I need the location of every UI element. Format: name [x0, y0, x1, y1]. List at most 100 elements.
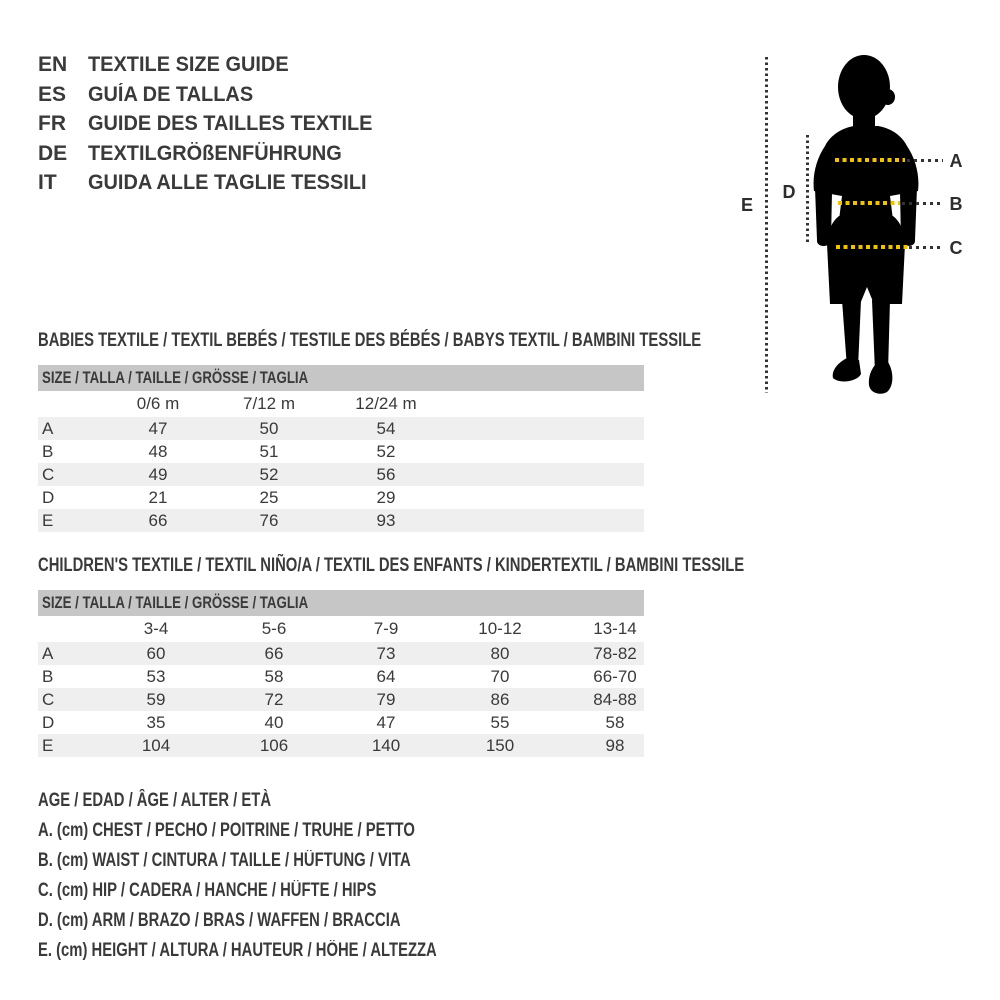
marker-label-height: E: [740, 195, 753, 215]
row-label: B: [42, 667, 54, 686]
table-cell: 35: [146, 713, 166, 732]
row-label: E: [42, 736, 54, 755]
row-label: B: [42, 442, 54, 461]
table-cell: 150: [485, 736, 515, 755]
table-cell: 140: [371, 736, 401, 755]
title-text: TEXTILGRÖßENFÜHRUNG: [88, 141, 342, 165]
waist-measure-line: [838, 201, 900, 205]
row-label: D: [42, 713, 55, 732]
language-code: FR: [38, 112, 66, 135]
table-cell: 66: [148, 511, 168, 530]
children-size-table: SIZE / TALLA / TAILLE / GRÖSSE / TAGLIA …: [38, 590, 644, 757]
table-cell: 56: [376, 465, 396, 484]
legend-line-chest: A. (cm) CHEST / PECHO / POITRINE / TRUHE…: [38, 820, 415, 841]
table-cell: 76: [259, 511, 279, 530]
language-code: IT: [38, 171, 57, 194]
row-label: E: [42, 511, 54, 530]
table-cell: 50: [259, 419, 279, 438]
column-header: 5-6: [261, 619, 287, 638]
chest-measure-line: [835, 158, 905, 162]
table-cell: 58: [264, 667, 284, 686]
language-code: EN: [38, 53, 68, 76]
table-cell: 25: [259, 488, 279, 507]
legend-line-waist: B. (cm) WAIST / CINTURA / TAILLE / HÜFTU…: [38, 850, 411, 871]
title-row-de: DE TEXTILGRÖßENFÜHRUNG: [38, 139, 387, 169]
child-silhouette: [813, 55, 919, 394]
column-header: 12/24 m: [355, 394, 417, 413]
column-header: 7-9: [373, 619, 399, 638]
table-row: C 59 72 79 86 84-88: [38, 688, 644, 711]
table-cell: 48: [148, 442, 168, 461]
legend-line-hip: C. (cm) HIP / CADERA / HANCHE / HÜFTE / …: [38, 880, 377, 901]
title-text: GUIDA ALLE TAGLIE TESSILI: [88, 171, 367, 194]
table-cell: 66-70: [593, 667, 637, 686]
title-row-it: IT GUIDA ALLE TAGLIE TESSILI: [38, 168, 387, 198]
table-cell: 53: [146, 667, 166, 686]
legend-line-height: E. (cm) HEIGHT / ALTURA / HAUTEUR / HÖHE…: [38, 940, 437, 961]
height-measure-line: [765, 57, 768, 393]
table-cell: 40: [264, 713, 284, 732]
language-code: DE: [38, 141, 68, 165]
title-text: GUÍA DE TALLAS: [88, 82, 254, 106]
legend-line-arm: D. (cm) ARM / BRAZO / BRAS / WAFFEN / BR…: [38, 910, 401, 931]
column-header: 10-12: [478, 619, 522, 638]
column-header: 3-4: [143, 619, 169, 638]
babies-size-table: SIZE / TALLA / TAILLE / GRÖSSE / TAGLIA …: [38, 365, 644, 532]
table-row: C 49 52 56: [38, 463, 644, 486]
marker-label-hip: C: [949, 238, 963, 258]
title-row-en: EN TEXTILE SIZE GUIDE: [38, 50, 387, 80]
table-cell: 58: [605, 713, 625, 732]
row-label: C: [42, 690, 55, 709]
column-header-row: 0/6 m 7/12 m 12/24 m: [38, 391, 644, 417]
table-cell: 70: [490, 667, 510, 686]
table-cell: 93: [376, 511, 396, 530]
title-row-fr: FR GUIDE DES TAILLES TEXTILE: [38, 109, 387, 139]
language-title-block: EN TEXTILE SIZE GUIDE ES GUÍA DE TALLAS FR…: [38, 50, 387, 198]
title-row-es: ES GUÍA DE TALLAS: [38, 80, 387, 110]
table-row: A 47 50 54: [38, 417, 644, 440]
table-row: D 35 40 47 55 58: [38, 711, 644, 734]
table-cell: 78-82: [593, 644, 637, 663]
hip-leader-dots: [909, 246, 943, 249]
table-cell: 86: [490, 690, 510, 709]
table-cell: 80: [490, 644, 510, 663]
waist-leader-dots: [902, 202, 943, 205]
marker-label-arm: D: [782, 182, 796, 202]
column-header: 13-14: [593, 619, 637, 638]
size-header-bar: SIZE / TALLA / TAILLE / GRÖSSE / TAGLIA: [38, 365, 644, 391]
table-cell: 49: [148, 465, 168, 484]
table-row: E 104 106 140 150 98: [38, 734, 644, 757]
row-label: A: [42, 419, 54, 438]
table-cell: 79: [376, 690, 396, 709]
row-label: D: [42, 488, 55, 507]
arm-measure-line: [806, 135, 809, 243]
table-cell: 64: [376, 667, 396, 686]
measurement-legend: AGE / EDAD / ÂGE / ALTER / ETÀ A. (cm) C…: [38, 786, 549, 966]
table-cell: 73: [376, 644, 396, 663]
column-header: 7/12 m: [243, 394, 295, 413]
babies-section-title: BABIES TEXTILE / TEXTIL BEBÉS / TESTILE …: [38, 330, 702, 351]
hip-measure-line: [836, 245, 909, 249]
language-code: ES: [38, 82, 67, 106]
table-row: A 60 66 73 80 78-82: [38, 642, 644, 665]
table-cell: 52: [376, 442, 396, 461]
table-cell: 29: [376, 488, 396, 507]
size-header-bar: SIZE / TALLA / TAILLE / GRÖSSE / TAGLIA: [38, 590, 644, 616]
column-header: 0/6 m: [136, 394, 180, 413]
title-text: GUIDE DES TAILLES TEXTILE: [88, 112, 373, 135]
table-cell: 59: [146, 690, 166, 709]
table-cell: 98: [605, 736, 625, 755]
table-cell: 47: [376, 713, 396, 732]
table-cell: 66: [264, 644, 284, 663]
table-cell: 54: [376, 419, 396, 438]
table-cell: 104: [141, 736, 171, 755]
table-row: D 21 25 29: [38, 486, 644, 509]
row-label: A: [42, 644, 54, 663]
table-cell: 84-88: [593, 690, 637, 709]
table-cell: 72: [264, 690, 284, 709]
table-cell: 47: [148, 419, 168, 438]
table-row: B 48 51 52: [38, 440, 644, 463]
table-cell: 60: [146, 644, 166, 663]
chest-leader-dots: [907, 159, 943, 162]
